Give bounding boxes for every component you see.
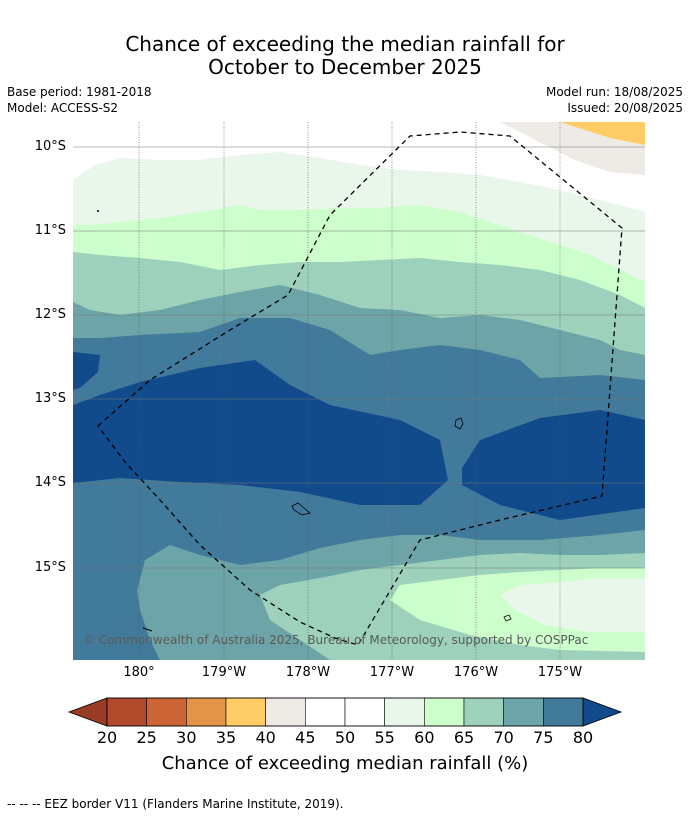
colorbar-label-25: 25 — [136, 728, 157, 747]
copyright-note: © Commonwealth of Australia 2025, Bureau… — [83, 633, 589, 647]
colorbar — [67, 697, 623, 727]
colorbar-label-70: 70 — [493, 728, 514, 747]
longitude-gridlines — [138, 122, 561, 660]
band-55-60-south — [500, 578, 645, 632]
colorbar-title: Chance of exceeding median rainfall (%) — [161, 753, 529, 774]
colorbar-label-80: 80 — [572, 728, 594, 747]
lat-label-12s: 12°S — [34, 307, 66, 322]
eez-legend-note: -- -- -- EEZ border V11 (Flanders Marine… — [7, 797, 344, 811]
colorbar-cell-20-25 — [106, 697, 147, 727]
colorbar-label-35: 35 — [215, 728, 237, 747]
lat-label-11s: 11°S — [34, 223, 66, 238]
issued-label: Issued: 20/08/2025 — [567, 101, 683, 115]
colorbar-label-30: 30 — [176, 728, 197, 747]
band-45-55-top — [73, 122, 300, 135]
colorbar-label-55: 55 — [374, 728, 395, 747]
rainfall-probability-map — [73, 122, 645, 660]
colorbar-cell-75-80 — [543, 697, 584, 727]
model-run-label: Model run: 18/08/2025 — [545, 85, 683, 99]
map-title-line-2: October to December 2025 — [208, 55, 482, 79]
colorbar-cell-30-35 — [186, 697, 227, 727]
lat-label-15s: 15°S — [34, 560, 66, 575]
lon-label-179w: 179°W — [201, 665, 247, 680]
lon-label-180: 180° — [123, 665, 155, 680]
island-south-west — [142, 627, 153, 632]
colorbar-extend-high — [582, 697, 623, 727]
eez-border — [97, 131, 623, 646]
colorbar-cell-25-30 — [146, 697, 187, 727]
map-title-line-1: Chance of exceeding the median rainfall … — [125, 32, 565, 56]
colorbar-label-45: 45 — [295, 728, 316, 747]
base-period-label: Base period: 1981-2018 — [7, 85, 152, 99]
colorbar-cell-70-75 — [503, 697, 544, 727]
lon-label-177w: 177°W — [369, 665, 415, 680]
colorbar-label-40: 40 — [255, 728, 276, 747]
colorbar-cell-50-55 — [344, 697, 385, 727]
colorbar-label-65: 65 — [453, 728, 475, 747]
colorbar-label-50: 50 — [334, 728, 356, 747]
island-futuna — [291, 502, 311, 516]
island-wallis — [454, 417, 464, 430]
colorbar-cell-40-45 — [265, 697, 306, 727]
colorbar-label-75: 75 — [533, 728, 554, 747]
latitude-gridlines — [73, 146, 645, 569]
lon-label-178w: 178°W — [285, 665, 331, 680]
lat-label-13s: 13°S — [34, 391, 66, 406]
colorbar-extend-low — [67, 697, 108, 727]
colorbar-cell-45-50 — [305, 697, 346, 727]
colorbar-cell-65-70 — [463, 697, 504, 727]
lon-label-176w: 176°W — [453, 665, 499, 680]
colorbar-cell-60-65 — [424, 697, 465, 727]
lat-label-10s: 10°S — [34, 139, 66, 154]
island-small — [503, 614, 512, 622]
blob-above-80 — [73, 352, 100, 390]
colorbar-cell-55-60 — [384, 697, 425, 727]
lat-label-14s: 14°S — [34, 475, 66, 490]
colorbar-label-20: 20 — [96, 728, 118, 747]
lon-label-175w: 175°W — [537, 665, 583, 680]
model-label: Model: ACCESS-S2 — [7, 101, 119, 115]
band-45-55 — [73, 122, 645, 212]
colorbar-label-60: 60 — [414, 728, 435, 747]
island-dot — [97, 210, 99, 212]
colorbar-cell-35-40 — [225, 697, 266, 727]
band-35-40 — [560, 122, 645, 145]
